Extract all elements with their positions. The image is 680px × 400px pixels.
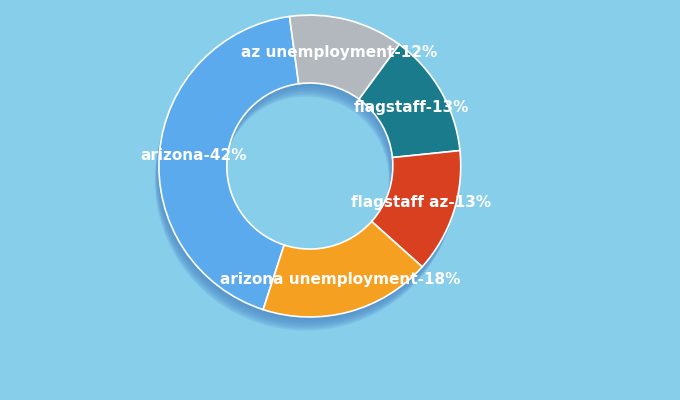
Wedge shape [370,157,459,274]
Wedge shape [359,44,460,158]
Wedge shape [358,48,459,161]
Text: arizona-42%: arizona-42% [140,148,247,163]
Wedge shape [157,22,297,315]
Wedge shape [260,232,419,327]
Wedge shape [371,154,460,270]
Wedge shape [370,156,459,272]
Wedge shape [368,162,457,279]
Wedge shape [155,28,295,322]
Wedge shape [355,58,456,171]
Wedge shape [260,233,419,329]
Text: az unemployment-12%: az unemployment-12% [241,45,437,60]
Text: arizona unemployment-18%: arizona unemployment-18% [220,272,460,286]
Wedge shape [357,51,458,164]
Wedge shape [368,164,457,280]
Wedge shape [158,18,298,311]
Wedge shape [259,235,418,330]
Wedge shape [288,22,397,106]
Wedge shape [288,20,398,104]
Wedge shape [369,159,458,275]
Wedge shape [286,29,395,113]
Wedge shape [262,225,421,320]
Wedge shape [369,161,458,277]
Text: flagstaff-13%: flagstaff-13% [354,100,469,116]
Wedge shape [261,228,420,324]
Text: flagstaff az-13%: flagstaff az-13% [351,195,491,210]
Wedge shape [287,24,396,108]
Wedge shape [356,53,458,166]
Wedge shape [158,20,298,313]
Wedge shape [262,223,422,319]
Wedge shape [260,230,420,326]
Wedge shape [372,150,461,267]
Wedge shape [156,27,296,320]
Wedge shape [157,23,296,316]
Wedge shape [159,16,299,310]
Wedge shape [358,50,458,163]
Wedge shape [156,25,296,318]
Wedge shape [288,18,398,102]
Wedge shape [289,17,398,101]
Wedge shape [263,222,422,317]
Wedge shape [286,25,396,109]
Wedge shape [371,152,460,268]
Wedge shape [358,46,460,159]
Wedge shape [155,30,294,323]
Wedge shape [290,15,399,99]
Wedge shape [286,27,396,111]
Wedge shape [356,55,457,168]
Wedge shape [262,226,421,322]
Wedge shape [356,56,456,170]
